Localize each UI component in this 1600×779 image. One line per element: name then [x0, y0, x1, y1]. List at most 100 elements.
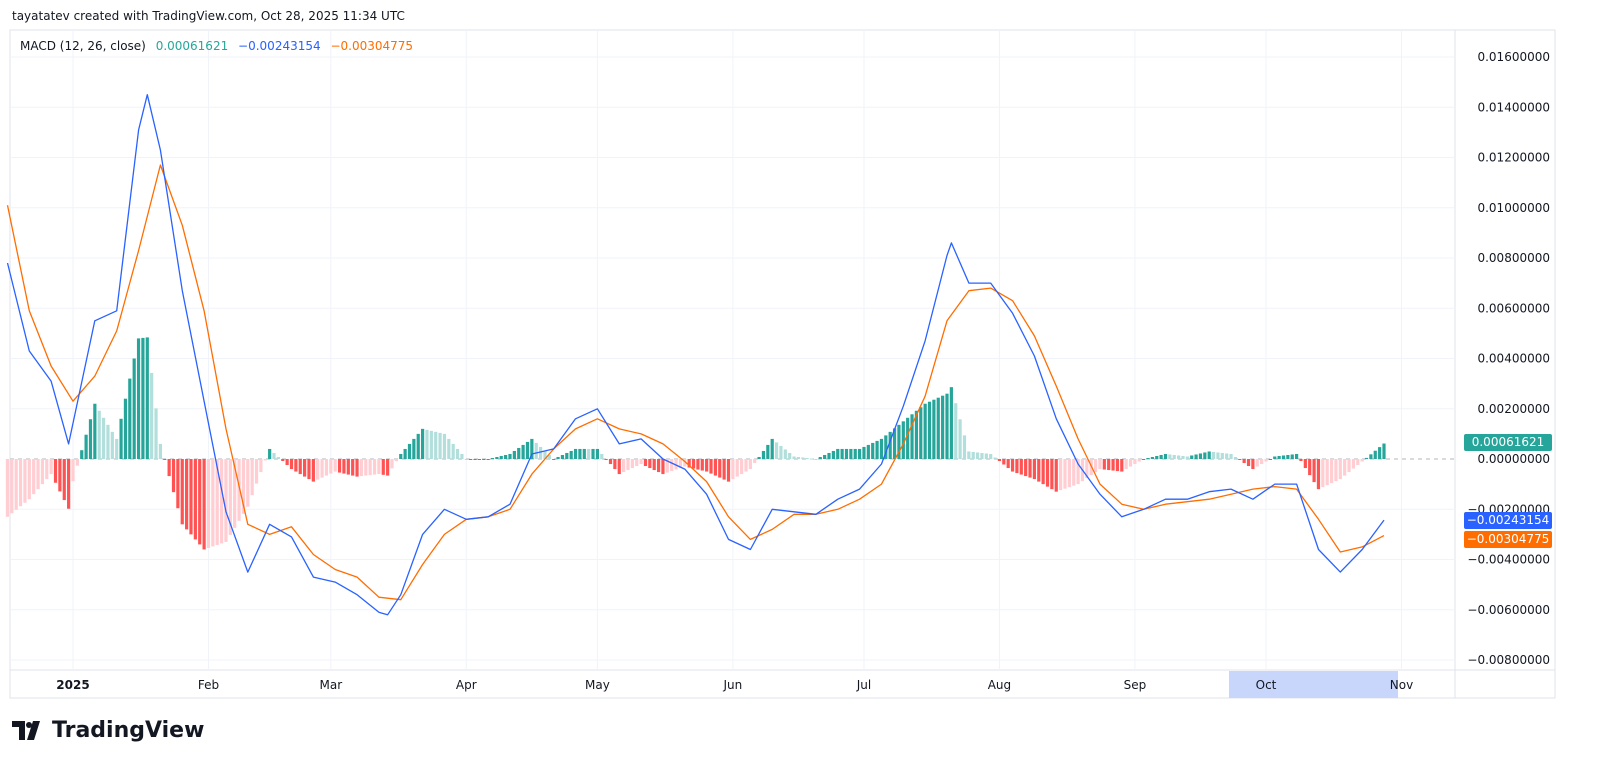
histogram-bar — [508, 453, 512, 459]
histogram-bar — [495, 456, 499, 459]
histogram-bar — [176, 459, 180, 509]
histogram-bar — [1207, 451, 1211, 459]
histogram-bar — [53, 459, 58, 483]
histogram-bar — [1142, 459, 1146, 460]
histogram-bar — [154, 408, 158, 459]
histogram-bar — [1238, 459, 1242, 461]
histogram-bar — [1286, 454, 1290, 459]
histogram-bar — [1233, 456, 1238, 459]
histogram-bar — [268, 448, 272, 459]
histogram-bar — [892, 428, 897, 459]
histogram-bar — [272, 452, 276, 459]
histogram-bar — [678, 459, 683, 469]
histogram-bar — [1255, 459, 1259, 467]
histogram-bar — [412, 438, 416, 459]
histogram-bar — [608, 459, 613, 465]
histogram-bar — [1155, 455, 1159, 459]
histogram-bar — [40, 459, 45, 485]
histogram-bar — [569, 450, 573, 459]
histogram-bar — [285, 459, 289, 466]
histogram-bar — [949, 387, 953, 459]
indicator-legend[interactable]: MACD (12, 26, close) 0.00061621 −0.00243… — [20, 39, 419, 53]
histogram-bar — [438, 432, 442, 459]
histogram-bar — [1316, 459, 1321, 490]
histogram-bar — [189, 459, 193, 535]
histogram-bar — [289, 459, 294, 470]
histogram-bar — [88, 419, 93, 459]
histogram-bar — [241, 459, 246, 514]
x-tick-label: Aug — [988, 678, 1011, 692]
histogram-bar — [980, 452, 984, 459]
histogram-bar — [1229, 453, 1233, 459]
histogram-bar — [364, 459, 368, 476]
histogram-bar — [1041, 459, 1045, 485]
histogram-bar — [416, 433, 420, 459]
histogram-bar — [62, 459, 66, 501]
histogram-bar — [1325, 459, 1329, 486]
histogram-bar — [1312, 459, 1316, 483]
histogram-bar — [307, 459, 311, 480]
histogram-bar — [705, 459, 709, 472]
histogram-bar — [1273, 456, 1277, 459]
histogram-bar — [36, 459, 40, 490]
histogram-bar — [1124, 459, 1128, 470]
histogram-bar — [351, 459, 355, 476]
histogram-bar — [311, 459, 315, 482]
histogram-bar — [1295, 453, 1299, 459]
x-tick-label: Jul — [856, 678, 871, 692]
histogram-bar — [215, 459, 219, 545]
histogram-bar — [635, 459, 639, 467]
indicator-name[interactable]: MACD (12, 26, close) — [20, 39, 146, 53]
histogram-bar — [469, 459, 473, 460]
histogram-bar — [486, 459, 490, 460]
histogram-bar — [858, 448, 862, 459]
y-tick-label: 0.01400000 — [1477, 100, 1550, 114]
histogram-bar — [547, 454, 551, 459]
histogram-bar — [67, 459, 71, 509]
histogram-bar — [14, 459, 18, 510]
histogram-bar — [115, 438, 119, 459]
histogram-bar — [901, 421, 905, 459]
histogram-bar — [451, 443, 455, 459]
tradingview-logo[interactable]: TradingView — [12, 718, 204, 743]
histogram-bar — [1303, 459, 1307, 469]
histogram-bar — [600, 453, 604, 459]
histogram-bar — [49, 459, 53, 475]
histogram-bar — [1382, 443, 1386, 459]
histogram-bar — [1364, 457, 1369, 459]
histogram-bar — [809, 458, 814, 460]
histogram-bar — [665, 459, 669, 473]
histogram-bar — [770, 438, 774, 459]
legend-histogram-value: 0.00061621 — [155, 39, 229, 53]
histogram-bar — [93, 403, 97, 459]
histogram-bar — [45, 459, 49, 480]
histogram-bar — [110, 431, 114, 459]
histogram-bar — [731, 459, 735, 480]
histogram-bar — [167, 459, 171, 477]
histogram-bar — [228, 459, 232, 535]
histogram-bar — [1378, 447, 1382, 459]
histogram-bar — [674, 459, 678, 470]
histogram-bar — [123, 398, 128, 459]
histogram-bar — [1343, 459, 1347, 476]
histogram-bar — [1181, 455, 1185, 459]
histogram-bar — [281, 459, 285, 462]
macd-line — [6, 94, 1385, 616]
histogram-bar — [460, 453, 464, 459]
histogram-bar — [945, 393, 949, 459]
histogram-bar — [923, 403, 927, 459]
histogram-bar — [534, 442, 538, 459]
y-tick-label: 0.00200000 — [1477, 402, 1550, 416]
histogram-bar — [185, 459, 189, 530]
histogram-bar — [1177, 455, 1181, 459]
histogram-bar — [831, 450, 835, 459]
histogram-bar — [587, 448, 591, 459]
histogram-bar — [552, 459, 556, 460]
histogram-bar — [993, 457, 997, 459]
y-tick-label: −0.00400000 — [1467, 553, 1550, 567]
histogram-bar — [10, 459, 14, 514]
histogram-bar — [101, 417, 106, 459]
histogram-bar — [639, 459, 643, 465]
histogram-bar — [648, 459, 652, 469]
